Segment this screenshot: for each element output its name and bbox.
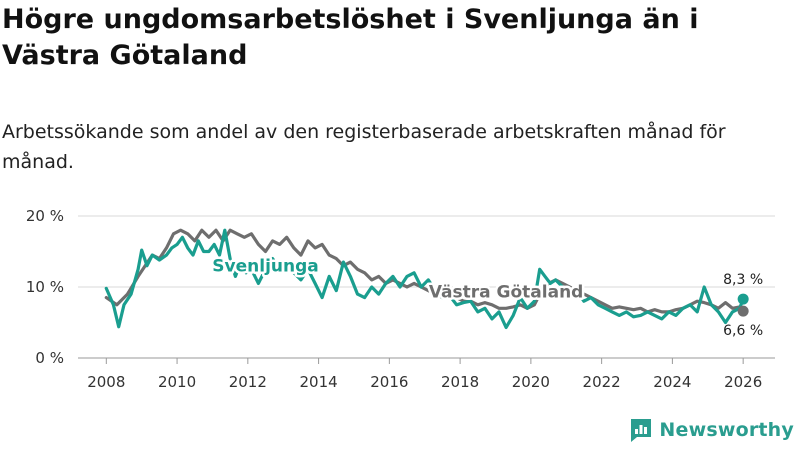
brand-name: Newsworthy [659, 419, 794, 441]
chart-title: Högre ungdomsarbetslöshet i Svenljunga ä… [2, 4, 699, 71]
y-tick-label: 10 % [26, 278, 64, 296]
newsworthy-logo-icon [631, 419, 652, 442]
x-tick-label: 2016 [370, 373, 408, 391]
x-tick-label: 2024 [653, 373, 691, 391]
series-label-svenljunga: Svenljunga [212, 256, 318, 276]
x-tick-label: 2026 [724, 373, 762, 391]
y-tick-label: 20 % [26, 207, 64, 225]
end-point-vastra-gotaland [737, 305, 749, 317]
series-label-vastra-gotaland: Västra Götaland [429, 283, 584, 303]
end-value-label-vastra-gotaland: 6,6 % [723, 323, 763, 339]
x-tick-label: 2018 [441, 373, 479, 391]
x-tick-label: 2008 [87, 373, 125, 391]
x-tick-label: 2010 [158, 373, 196, 391]
series-line-vastra-gotaland [104, 228, 745, 314]
chart-subtitle: Arbetssökande som andel av den registerb… [2, 121, 726, 173]
x-tick-label: 2020 [512, 373, 550, 391]
x-tick-label: 2022 [583, 373, 621, 391]
end-value-label-svenljunga: 8,3 % [723, 272, 763, 288]
y-tick-label: 0 % [35, 349, 64, 367]
x-tick-label: 2012 [229, 373, 267, 391]
series-line-svenljunga [104, 228, 745, 330]
x-tick-label: 2014 [299, 373, 337, 391]
brand-logo: Newsworthy [629, 416, 794, 444]
series-label-halo: Svenljunga [212, 256, 318, 276]
series-label-halo: Västra Götaland [429, 283, 584, 303]
end-point-svenljunga [737, 293, 749, 305]
